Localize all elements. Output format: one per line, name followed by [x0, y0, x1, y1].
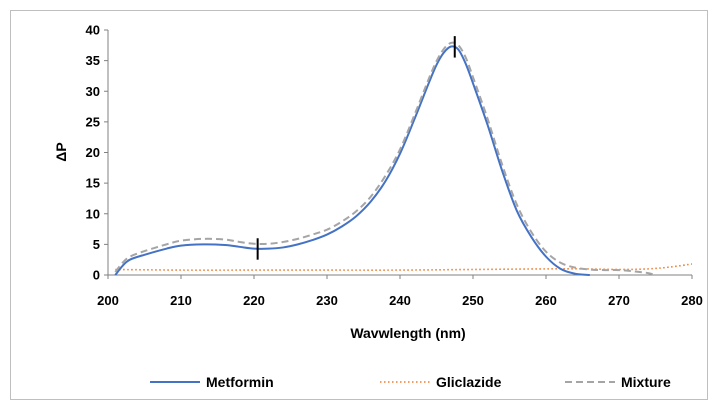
- axes: [104, 29, 693, 279]
- x-tick-label: 230: [316, 293, 338, 308]
- x-tick-label: 270: [608, 293, 630, 308]
- series-line-gliclazide: [115, 263, 693, 271]
- y-tick-label: 15: [86, 176, 100, 191]
- x-tick-label: 280: [681, 293, 703, 308]
- y-tick-label: 0: [93, 268, 100, 283]
- x-tick-label: 240: [389, 293, 411, 308]
- y-tick-label: 35: [86, 53, 100, 68]
- y-tick-label: 20: [86, 145, 100, 160]
- x-tick-label: 250: [462, 293, 484, 308]
- y-tick-label: 40: [86, 23, 100, 38]
- y-tick-label: 10: [86, 206, 100, 221]
- y-tick-label: 5: [93, 237, 100, 252]
- series-lines: [114, 41, 693, 276]
- x-tick-label: 220: [243, 293, 265, 308]
- y-tick-label: 25: [86, 114, 100, 129]
- series-line-mixture: [114, 41, 656, 276]
- x-tick-label: 210: [170, 293, 192, 308]
- tick-labels: 0 5 10 15 20 25 30 35 40 200 210 220 230 240 250 260 270…: [86, 23, 703, 309]
- legend-label-gliclazide: Gliclazide: [436, 374, 502, 390]
- y-tick-label: 30: [86, 84, 100, 99]
- x-tick-label: 260: [535, 293, 557, 308]
- x-tick-label: 200: [97, 293, 119, 308]
- legend-label-mixture: Mixture: [621, 374, 671, 390]
- y-axis-title: ΔP: [53, 142, 69, 161]
- chart-border: [10, 10, 708, 400]
- series-line-metformin: [114, 45, 590, 276]
- annotations: [256, 36, 456, 260]
- legend: Metformin Gliclazide Mixture: [150, 374, 671, 390]
- legend-label-metformin: Metformin: [206, 374, 274, 390]
- x-axis-title: Wavwlength (nm): [350, 325, 465, 341]
